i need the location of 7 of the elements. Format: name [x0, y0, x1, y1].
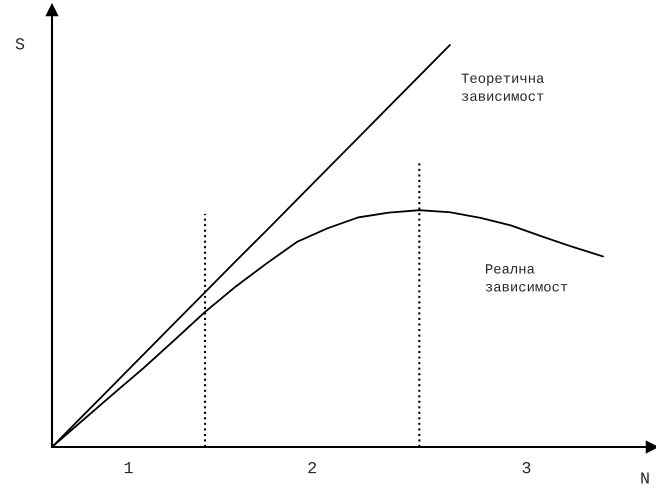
text: 2	[308, 462, 316, 474]
y-axis-title: S	[16, 38, 24, 50]
series-label: Реална зависимост	[486, 264, 568, 292]
text: 3	[522, 462, 530, 474]
text: Теоретична зависимост	[462, 74, 544, 101]
x-axis-title: N	[641, 472, 649, 484]
text: 1	[124, 462, 133, 474]
